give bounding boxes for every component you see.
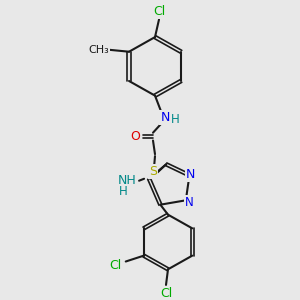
Text: H: H bbox=[119, 185, 128, 198]
Text: H: H bbox=[171, 112, 179, 125]
Text: O: O bbox=[130, 130, 140, 143]
Text: Cl: Cl bbox=[110, 259, 122, 272]
Text: NH: NH bbox=[118, 174, 136, 187]
Text: CH₃: CH₃ bbox=[88, 45, 110, 55]
Text: Cl: Cl bbox=[153, 5, 165, 18]
Text: N: N bbox=[186, 168, 195, 181]
Text: N: N bbox=[160, 111, 170, 124]
Text: N: N bbox=[184, 196, 193, 209]
Text: S: S bbox=[149, 165, 157, 178]
Text: Cl: Cl bbox=[160, 287, 172, 300]
